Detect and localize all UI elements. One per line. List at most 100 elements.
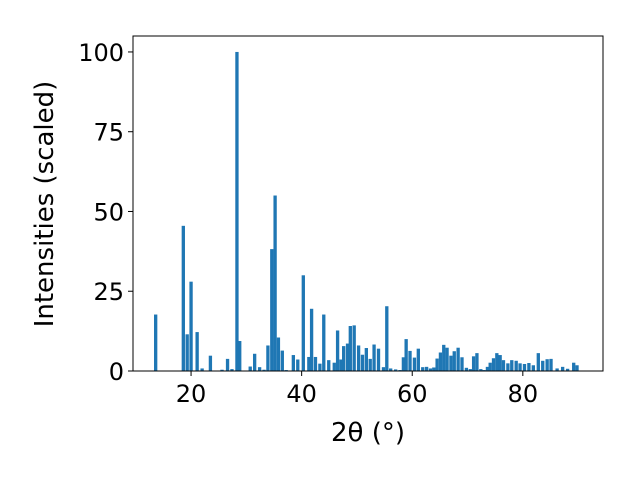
bar [318, 363, 322, 371]
bar [404, 339, 408, 371]
bar [276, 337, 281, 371]
bar [368, 358, 372, 371]
bar [195, 332, 199, 371]
bar [360, 354, 365, 371]
bar [262, 369, 266, 371]
bar [445, 347, 449, 371]
bar [514, 360, 518, 371]
bar [356, 345, 361, 371]
bar [442, 344, 446, 371]
bar [485, 366, 490, 371]
y-tick-label: 0 [109, 358, 124, 386]
x-tick-label: 20 [176, 380, 207, 408]
bar [372, 344, 376, 371]
bar [416, 348, 420, 371]
bar [342, 346, 346, 371]
x-axis-label: 2θ (°) [331, 418, 405, 448]
bar [452, 351, 456, 371]
bar [471, 356, 476, 371]
bar [220, 369, 224, 371]
bar [456, 347, 460, 371]
x-tick-label: 60 [397, 380, 428, 408]
bar [313, 356, 318, 371]
y-tick-label: 50 [93, 198, 124, 226]
bar [449, 355, 453, 371]
bar [335, 330, 340, 371]
bar [200, 368, 204, 371]
bar [491, 358, 496, 371]
bar [381, 367, 386, 371]
bar [575, 365, 579, 371]
bar [348, 326, 352, 371]
bar [495, 353, 499, 371]
bar [555, 368, 559, 371]
bar [401, 357, 406, 371]
bars-group [154, 51, 579, 371]
x-axis-ticks: 20 40 60 80 [176, 371, 538, 408]
bar [432, 367, 436, 371]
bar [257, 367, 262, 371]
bar [189, 281, 193, 371]
bar [235, 51, 239, 371]
bar [389, 368, 393, 371]
bar [273, 195, 277, 371]
bar [230, 369, 234, 371]
bar [270, 249, 274, 371]
bar [376, 348, 381, 371]
bar [572, 362, 576, 371]
bar [527, 363, 531, 371]
bar [238, 341, 242, 371]
bar [536, 353, 540, 371]
bar [498, 355, 502, 371]
y-axis-ticks: 0 25 50 75 100 [78, 39, 133, 386]
plot-frame [132, 35, 604, 372]
bar [565, 368, 570, 371]
bar [280, 350, 284, 371]
bar [327, 360, 331, 371]
bar [488, 362, 492, 371]
bar [464, 367, 469, 371]
y-tick-label: 25 [93, 278, 124, 306]
bar [560, 366, 565, 371]
bar [309, 308, 314, 371]
bar [541, 360, 545, 371]
bar [352, 325, 356, 371]
bar [531, 365, 535, 371]
bar [154, 314, 158, 371]
bar [412, 357, 417, 371]
bar [428, 368, 433, 371]
y-tick-label: 100 [78, 39, 124, 67]
x-tick-label: 80 [508, 380, 539, 408]
bar [225, 358, 230, 371]
bar [393, 369, 398, 371]
bar [266, 345, 270, 371]
bar [501, 360, 506, 371]
y-axis-label: Intensities (scaled) [30, 81, 60, 328]
bar [248, 366, 252, 371]
x-tick-label: 40 [286, 380, 317, 408]
bar [385, 306, 389, 371]
bar [510, 360, 514, 371]
y-tick-label: 75 [93, 119, 124, 147]
bar [301, 275, 305, 371]
bar [408, 350, 412, 371]
bar [208, 355, 213, 371]
bar [460, 357, 464, 371]
bar [291, 355, 296, 371]
bar [296, 359, 300, 371]
bar [307, 356, 311, 371]
bar [252, 353, 257, 371]
bar [522, 363, 527, 371]
bar [479, 369, 483, 371]
bar [181, 225, 185, 371]
bar [435, 358, 439, 371]
bar [345, 343, 350, 371]
bar [339, 359, 343, 371]
bar [545, 359, 549, 371]
bar [185, 334, 189, 371]
bar [549, 358, 553, 371]
bar [518, 363, 522, 371]
bar [438, 352, 443, 371]
bar [421, 367, 425, 371]
